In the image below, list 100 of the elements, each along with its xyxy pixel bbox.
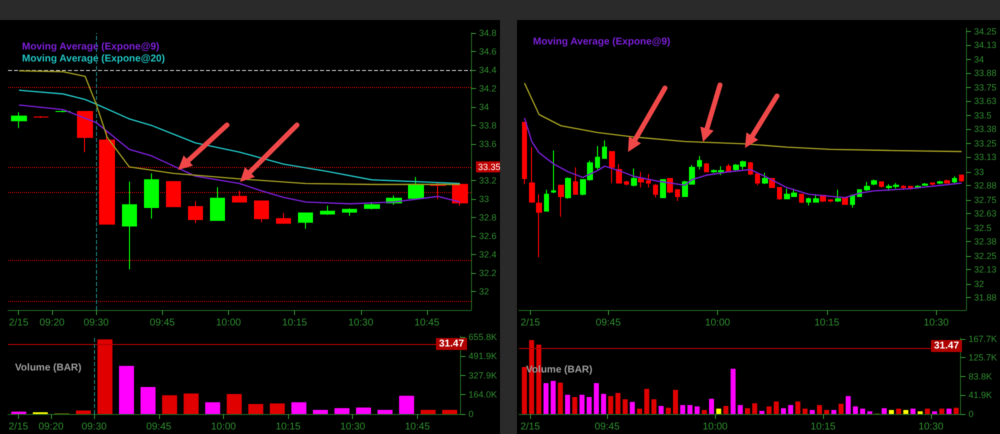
y-tick-label: 33.13 bbox=[974, 152, 997, 162]
candlestick bbox=[558, 184, 564, 218]
y-tick-label: 167.7K bbox=[968, 334, 998, 344]
candlestick bbox=[602, 140, 607, 159]
bar bbox=[788, 405, 794, 414]
y-tick-label: 164.0K bbox=[468, 390, 498, 400]
bar bbox=[615, 392, 620, 414]
y-tick-label: 0 bbox=[968, 409, 974, 419]
candlestick bbox=[704, 162, 709, 172]
candlestick bbox=[544, 189, 549, 212]
y-tick-label: 33.75 bbox=[974, 82, 997, 93]
x-tick-label: 10:15 bbox=[276, 422, 302, 432]
y-tick-label: 34.6 bbox=[479, 46, 497, 56]
candlestick bbox=[609, 151, 615, 184]
bar bbox=[550, 380, 556, 414]
ref-line-label: 33.35 bbox=[478, 162, 501, 172]
candlestick bbox=[452, 184, 468, 206]
candlestick bbox=[762, 172, 768, 185]
bar bbox=[831, 410, 836, 414]
line-series bbox=[524, 82, 962, 152]
bar bbox=[716, 408, 722, 414]
bar bbox=[565, 394, 570, 414]
x-tick-label: 09:20 bbox=[40, 318, 66, 328]
candlestick bbox=[959, 174, 964, 182]
y-tick-label: 32.88 bbox=[974, 180, 997, 190]
y-tick-label: 34.2 bbox=[479, 83, 497, 94]
x-tick-label: 10:00 bbox=[702, 422, 728, 432]
bar bbox=[118, 366, 134, 414]
y-tick-label: 33.6 bbox=[479, 138, 497, 149]
candlestick bbox=[755, 174, 760, 186]
y-tick-label: 125.7K bbox=[968, 352, 998, 363]
candlestick bbox=[298, 212, 313, 230]
x-tick-label: 09:30 bbox=[82, 422, 108, 432]
candlestick bbox=[529, 146, 535, 203]
bar bbox=[824, 410, 830, 414]
line-series bbox=[524, 117, 962, 198]
bar bbox=[420, 410, 436, 414]
x-tick-label: 10:30 bbox=[348, 318, 374, 328]
candlestick bbox=[864, 181, 870, 192]
x-tick-label: 2/15 bbox=[8, 318, 29, 328]
bar bbox=[558, 382, 563, 414]
bar bbox=[680, 405, 686, 414]
bar bbox=[97, 339, 112, 414]
annotation: 31.47 bbox=[438, 338, 464, 350]
x-tick-label: 2/15 bbox=[520, 318, 540, 328]
bar bbox=[594, 383, 599, 414]
y-tick-label: 34 bbox=[974, 54, 984, 64]
y-tick-label: 32.5 bbox=[974, 222, 992, 233]
candlestick bbox=[675, 189, 680, 202]
bar bbox=[702, 410, 707, 414]
bar bbox=[896, 408, 902, 414]
candlestick bbox=[660, 179, 666, 198]
bar bbox=[802, 408, 808, 414]
x-tick-label: 10:00 bbox=[216, 318, 242, 328]
candlestick bbox=[188, 200, 203, 224]
bar bbox=[954, 408, 959, 414]
bar bbox=[867, 411, 872, 414]
bar bbox=[924, 408, 930, 414]
candlestick bbox=[624, 180, 629, 186]
bar bbox=[644, 388, 650, 414]
bar bbox=[608, 396, 614, 414]
y-tick-label: 33.5 bbox=[974, 110, 992, 121]
bar bbox=[932, 411, 938, 414]
x-tick-label: 10:15 bbox=[282, 318, 308, 328]
candlestick bbox=[828, 199, 833, 203]
y-tick-label: 32.25 bbox=[974, 251, 997, 262]
bar bbox=[637, 408, 642, 414]
candlestick bbox=[55, 110, 71, 113]
bar bbox=[838, 404, 844, 414]
candlestick bbox=[276, 212, 291, 224]
y-tick-label: 32.4 bbox=[479, 250, 497, 260]
candlestick bbox=[77, 110, 93, 153]
bar bbox=[312, 410, 328, 414]
y-tick-label: 32 bbox=[974, 279, 984, 290]
candlestick bbox=[522, 122, 527, 185]
x-tick-label: 10:45 bbox=[404, 422, 430, 432]
bar bbox=[687, 405, 692, 414]
bar bbox=[601, 394, 606, 414]
bar bbox=[579, 394, 584, 414]
bar bbox=[795, 401, 800, 414]
bar bbox=[572, 396, 578, 414]
bar bbox=[709, 398, 714, 414]
bar bbox=[442, 410, 458, 414]
candlestick bbox=[799, 194, 804, 204]
candlestick bbox=[408, 176, 424, 200]
bar bbox=[630, 402, 635, 414]
x-tick-label: 10:00 bbox=[705, 318, 731, 328]
bar bbox=[939, 408, 944, 414]
bar bbox=[522, 367, 527, 414]
x-tick-label: 2/15 bbox=[8, 422, 29, 432]
bar bbox=[140, 386, 156, 414]
candlestick bbox=[232, 190, 247, 202]
candlestick bbox=[631, 168, 637, 187]
x-tick-label: 09:20 bbox=[38, 422, 64, 432]
candlestick bbox=[638, 171, 644, 188]
x-tick-label: 09:45 bbox=[594, 422, 620, 432]
x-tick-label: 10:00 bbox=[210, 422, 236, 432]
line-series bbox=[18, 104, 461, 204]
bar bbox=[248, 404, 264, 414]
y-tick-label: 32.38 bbox=[974, 236, 997, 246]
